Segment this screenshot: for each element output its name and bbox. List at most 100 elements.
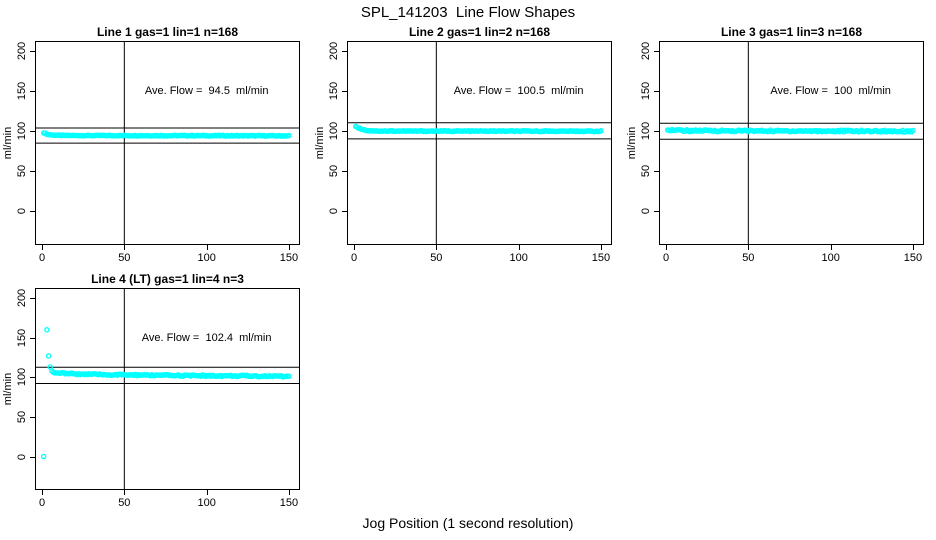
data-point [502, 128, 509, 135]
data-point [548, 128, 554, 135]
data-point [209, 132, 216, 139]
data-point [747, 127, 753, 133]
data-point [102, 372, 109, 378]
data-point [64, 370, 70, 376]
data-point [157, 372, 164, 379]
data-point [488, 128, 494, 134]
data-point [230, 133, 236, 139]
data-point [281, 373, 288, 380]
figure-title: SPL_141203 Line Flow Shapes [360, 4, 576, 21]
y-tick-mark [30, 171, 36, 173]
data-point [270, 132, 276, 139]
data-point [176, 132, 182, 139]
data-point [233, 132, 239, 139]
data-point [140, 132, 147, 139]
data-point [229, 373, 236, 380]
data-point [408, 128, 415, 134]
data-point [139, 133, 145, 139]
data-point [908, 129, 915, 135]
data-point [766, 128, 772, 135]
data-point [286, 373, 292, 379]
data-point [104, 372, 110, 378]
x-tick-label: 50 [118, 497, 131, 509]
data-point [114, 132, 120, 139]
data-point [483, 128, 490, 135]
data-point [873, 127, 879, 134]
data-point [788, 128, 794, 135]
data-point [134, 133, 141, 139]
data-point [256, 132, 263, 139]
data-point [129, 372, 136, 378]
data-point [413, 128, 419, 134]
data-point [750, 127, 756, 134]
data-point [394, 128, 400, 134]
data-point [165, 132, 172, 139]
data-point [117, 132, 123, 139]
data-point [281, 133, 288, 139]
data-point [169, 372, 176, 379]
data-point [76, 133, 82, 139]
data-point [755, 127, 762, 134]
data-point [471, 128, 478, 134]
data-point [59, 370, 66, 376]
data-point [240, 133, 247, 139]
data-point [411, 128, 418, 134]
y-axis-label: ml/min [2, 126, 14, 160]
data-point [379, 128, 385, 134]
data-point [183, 372, 189, 379]
data-point [130, 133, 137, 139]
y-tick-label: 0 [328, 208, 340, 215]
data-point [198, 132, 204, 139]
data-point [782, 127, 788, 134]
data-point [242, 373, 249, 379]
data-point [167, 132, 173, 139]
data-point [427, 128, 434, 134]
data-point [213, 373, 219, 380]
data-point [493, 128, 500, 135]
data-point [714, 128, 721, 135]
data-point [664, 127, 671, 133]
data-point [417, 128, 424, 134]
x-tick-label: 0 [662, 252, 670, 264]
data-point [816, 127, 822, 134]
data-point [134, 372, 140, 379]
plot-canvas [36, 42, 299, 244]
data-point [775, 127, 781, 133]
data-point [586, 128, 592, 134]
data-point [760, 128, 766, 135]
data-point [274, 133, 280, 139]
data-point [86, 370, 92, 377]
data-point [205, 133, 211, 139]
data-point [124, 133, 131, 139]
data-point [155, 133, 161, 139]
data-point [111, 372, 118, 378]
data-point [889, 129, 896, 135]
data-point [190, 372, 197, 379]
data-point [726, 127, 733, 134]
data-point [148, 133, 154, 139]
data-point [562, 128, 569, 135]
data-point [67, 370, 73, 377]
data-point [101, 371, 107, 378]
y-tick-label: 0 [640, 208, 652, 215]
data-point [872, 127, 878, 134]
data-point [61, 132, 67, 138]
data-point [495, 128, 501, 134]
data-point [877, 129, 884, 135]
data-point [82, 133, 88, 139]
data-point [377, 128, 384, 134]
data-point [214, 373, 221, 380]
data-point [789, 128, 796, 134]
y-tick-mark [30, 377, 36, 379]
data-point [869, 128, 875, 135]
data-point [685, 127, 691, 134]
data-point [172, 373, 179, 379]
data-point [795, 128, 802, 134]
plot-area [35, 288, 300, 490]
data-point [196, 133, 203, 139]
y-tick-label: 150 [640, 82, 652, 101]
data-point [583, 128, 590, 135]
data-point [193, 373, 200, 379]
data-point [211, 132, 217, 139]
